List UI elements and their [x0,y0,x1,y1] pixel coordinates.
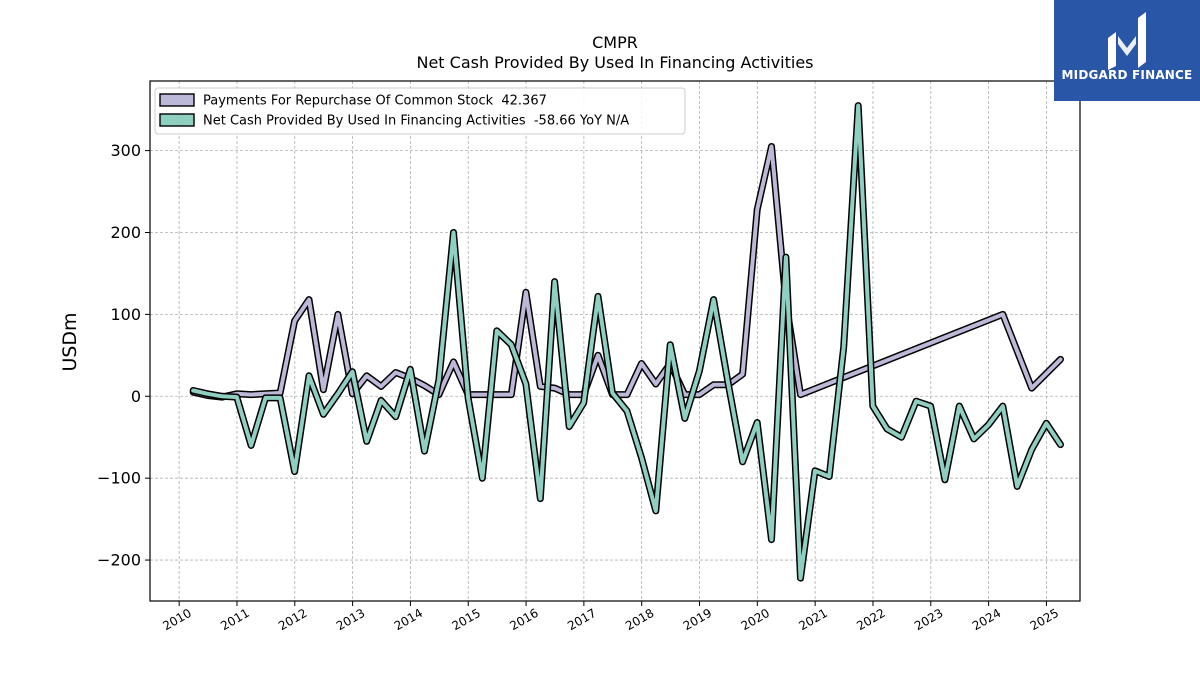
x-axis: 2010 2011 2012 2013 2014 2015 2016 2017 2018 2019… [160,601,1061,633]
x-tick-label: 2024 [970,606,1003,633]
x-tick-label: 2011 [218,606,251,633]
legend-box [154,87,686,135]
y-tick-label: 0 [131,387,141,406]
plot-frame [149,80,1081,602]
y-axis: −200 −100 0 100 200 300 [97,141,150,570]
y-tick-label: −100 [97,469,141,488]
legend-swatch-financing [159,113,195,127]
legend-label-buybacks: Payments For Repurchase Of Common Stock … [203,94,547,109]
x-tick-label: 2013 [334,606,367,633]
x-tick-label: 2018 [623,606,656,633]
x-tick-label: 2015 [450,606,483,633]
x-tick-label: 2017 [565,606,598,633]
y-axis-label: USDm [59,312,81,371]
x-tick-label: 2023 [912,606,945,633]
chart-subtitle: Net Cash Provided By Used In Financing A… [416,53,813,72]
chart-title: CMPR [592,33,638,52]
logo-mark-icon [1108,12,1146,70]
y-tick-label: −200 [97,551,141,570]
x-tick-label: 2019 [681,606,714,633]
y-tick-label: 100 [110,305,141,324]
y-tick-label: 300 [110,141,141,160]
series-line-financing [191,103,1063,581]
legend: Payments For Repurchase Of Common Stock … [154,87,686,135]
x-tick-label: 2014 [392,606,425,633]
series-lines [189,102,1064,582]
legend-label-financing: Net Cash Provided By Used In Financing A… [203,114,629,129]
logo-text: MIDGARD FINANCE [1061,68,1193,82]
legend-swatch-buybacks [159,93,195,107]
y-tick-label: 200 [110,223,141,242]
x-tick-label: 2010 [160,606,193,633]
x-tick-label: 2012 [276,606,309,633]
x-tick-label: 2025 [1028,606,1061,633]
x-tick-label: 2022 [854,606,887,633]
x-tick-label: 2016 [507,606,540,633]
series-line-buybacks [191,144,1063,400]
x-tick-label: 2020 [739,606,772,633]
x-tick-label: 2021 [796,606,829,633]
midgard-finance-logo: MIDGARD FINANCE [1054,0,1200,101]
